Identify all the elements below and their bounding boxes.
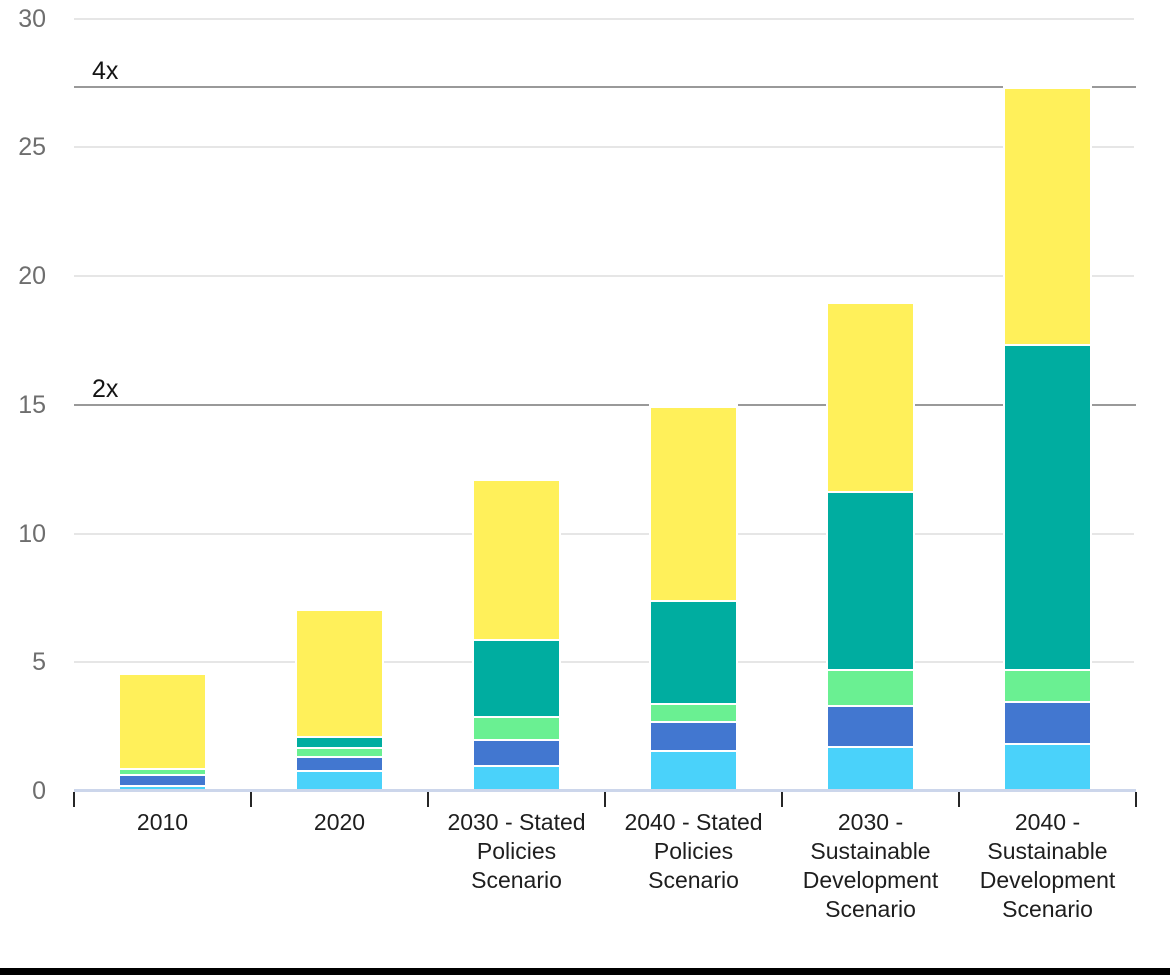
green-segment[interactable] <box>297 749 382 757</box>
x-axis-category-label: 2030 - Stated Policies Scenario <box>428 808 605 895</box>
y-axis-tick-label: 25 <box>18 133 46 162</box>
bottom-border-bar <box>0 968 1170 975</box>
x-axis-category-label: 2030 - Sustainable Development Scenario <box>782 808 959 924</box>
blue-segment[interactable] <box>651 723 736 750</box>
x-axis-label-line: Scenario <box>471 867 562 893</box>
x-axis-category-label: 2020 <box>251 808 428 837</box>
x-axis-tick <box>604 792 606 807</box>
yellow-segment[interactable] <box>1005 88 1090 345</box>
x-axis-category-label: 2040 - Sustainable Development Scenario <box>959 808 1136 924</box>
yellow-segment[interactable] <box>651 408 736 601</box>
blue-segment[interactable] <box>120 776 205 785</box>
blue-segment[interactable] <box>297 758 382 771</box>
gridline-y-20 <box>74 275 1134 277</box>
x-axis-label-line: Scenario <box>1002 896 1093 922</box>
yellow-segment[interactable] <box>828 303 913 492</box>
yellow-segment[interactable] <box>297 611 382 736</box>
yellow-segment[interactable] <box>120 674 205 768</box>
sky-blue-segment[interactable] <box>1005 745 1090 791</box>
teal-segment[interactable] <box>1005 346 1090 669</box>
green-segment[interactable] <box>120 769 205 775</box>
blue-segment[interactable] <box>1005 702 1090 744</box>
x-axis-tick <box>250 792 252 807</box>
green-segment[interactable] <box>828 670 913 705</box>
x-axis-tick <box>1135 792 1137 807</box>
bar-column-5 <box>826 299 915 791</box>
blue-segment[interactable] <box>828 706 913 746</box>
x-axis-label-line: Development <box>979 867 1116 893</box>
bar-column-6 <box>1003 84 1092 791</box>
x-axis-label-line: Policies <box>653 838 734 864</box>
y-axis-tick-label: 30 <box>18 4 46 33</box>
x-axis-label-line: Policies <box>476 838 557 864</box>
reference-line-2x <box>74 403 1136 406</box>
x-axis-category-label: 2010 <box>74 808 251 837</box>
y-axis-tick-label: 5 <box>32 648 46 677</box>
x-axis-label-line: Scenario <box>825 896 916 922</box>
x-axis-label-line: Sustainable <box>810 838 931 864</box>
teal-segment[interactable] <box>474 641 559 717</box>
reference-line-label-2x: 2x <box>92 374 119 403</box>
blue-segment[interactable] <box>474 741 559 766</box>
sky-blue-segment[interactable] <box>828 747 913 791</box>
x-axis-label-line: 2020 <box>313 809 366 835</box>
x-axis-line <box>74 789 1136 792</box>
x-axis-category-label: 2040 - Stated Policies Scenario <box>605 808 782 895</box>
green-segment[interactable] <box>1005 670 1090 701</box>
x-axis-label-line: 2010 <box>136 809 189 835</box>
bar-column-4 <box>649 404 738 791</box>
reference-line-4x <box>74 85 1136 88</box>
reference-line-label-4x: 4x <box>92 56 119 85</box>
x-axis-tick <box>427 792 429 807</box>
gridline-y-10 <box>74 532 1134 535</box>
y-axis-tick-label: 20 <box>18 262 46 290</box>
y-axis-tick-label: 15 <box>18 390 46 419</box>
x-axis-tick <box>958 792 960 807</box>
x-axis-label-line: 2040 - <box>1014 809 1081 835</box>
teal-segment[interactable] <box>297 737 382 748</box>
sky-blue-segment[interactable] <box>651 751 736 791</box>
y-axis-tick-label: 0 <box>32 777 46 805</box>
teal-segment[interactable] <box>651 602 736 704</box>
x-axis-label-line: 2030 - Stated <box>447 809 586 835</box>
bar-column-2 <box>295 607 384 791</box>
sky-blue-segment[interactable] <box>297 772 382 791</box>
x-axis-label-line: Sustainable <box>987 838 1108 864</box>
teal-segment[interactable] <box>828 493 913 669</box>
green-segment[interactable] <box>651 705 736 722</box>
y-axis-tick-label: 10 <box>18 519 46 548</box>
x-axis-label-line: Development <box>802 867 939 893</box>
x-axis-label-line: 2030 - <box>837 809 904 835</box>
bar-column-1 <box>118 670 207 791</box>
gridline-y-30 <box>74 17 1134 20</box>
x-axis-label-line: Scenario <box>648 867 739 893</box>
gridline-y-5 <box>74 661 1134 664</box>
bar-column-3 <box>472 477 561 791</box>
yellow-segment[interactable] <box>474 481 559 640</box>
x-axis-tick <box>781 792 783 807</box>
green-segment[interactable] <box>474 718 559 740</box>
x-axis-tick <box>73 792 75 807</box>
sky-blue-segment[interactable] <box>120 786 205 791</box>
sky-blue-segment[interactable] <box>474 767 559 791</box>
x-axis-label-line: 2040 - Stated <box>624 809 763 835</box>
gridline-y-25 <box>74 146 1134 149</box>
